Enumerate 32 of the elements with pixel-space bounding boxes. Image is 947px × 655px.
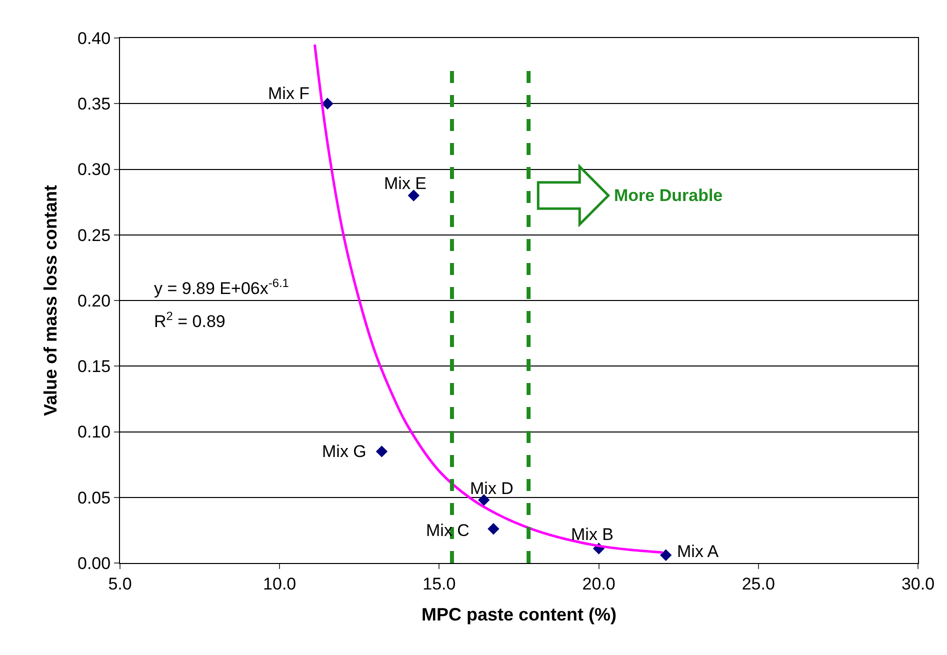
x-tick-label: 10.0 bbox=[263, 574, 296, 594]
y-tick-label: 0.00 bbox=[78, 554, 111, 573]
y-tick-label: 0.20 bbox=[78, 291, 111, 310]
y-axis-title: Value of mass loss contant bbox=[40, 184, 61, 416]
point bbox=[322, 98, 334, 110]
y-tick-label: 0.40 bbox=[78, 28, 111, 48]
y-tick-label: 0.15 bbox=[78, 357, 111, 376]
x-tick-label: 20.0 bbox=[582, 574, 616, 594]
annotation: Mix E bbox=[384, 174, 426, 193]
point bbox=[488, 523, 500, 535]
x-tick-label: 30.0 bbox=[901, 574, 935, 594]
annotation: More Durable bbox=[614, 186, 723, 205]
point bbox=[376, 446, 388, 458]
annotation: Mix D bbox=[470, 479, 514, 498]
annotation: y = 9.89 E+06x$^{-6.1}$ bbox=[154, 276, 290, 298]
annotation: Mix B bbox=[571, 525, 614, 544]
y-tick-label: 0.05 bbox=[78, 488, 111, 508]
x-axis-title: MPC paste content (%) bbox=[421, 604, 617, 624]
y-tick-label: 0.10 bbox=[78, 422, 111, 442]
y-tick-label: 0.35 bbox=[78, 94, 111, 114]
y-tick-label: 0.30 bbox=[78, 160, 111, 180]
point bbox=[408, 190, 420, 202]
annotation: Mix G bbox=[322, 442, 366, 461]
point bbox=[660, 549, 672, 561]
x-tick-label: 15.0 bbox=[422, 574, 456, 594]
y-tick-label: 0.25 bbox=[78, 226, 111, 245]
x-tick-label: 5.0 bbox=[108, 574, 132, 594]
x-tick-label: 25.0 bbox=[742, 574, 775, 594]
annotation: Mix A bbox=[677, 542, 720, 561]
annotation: Mix F bbox=[268, 84, 310, 103]
point bbox=[478, 494, 490, 506]
annotation: R$^{2}$ = 0.89 bbox=[154, 309, 226, 332]
